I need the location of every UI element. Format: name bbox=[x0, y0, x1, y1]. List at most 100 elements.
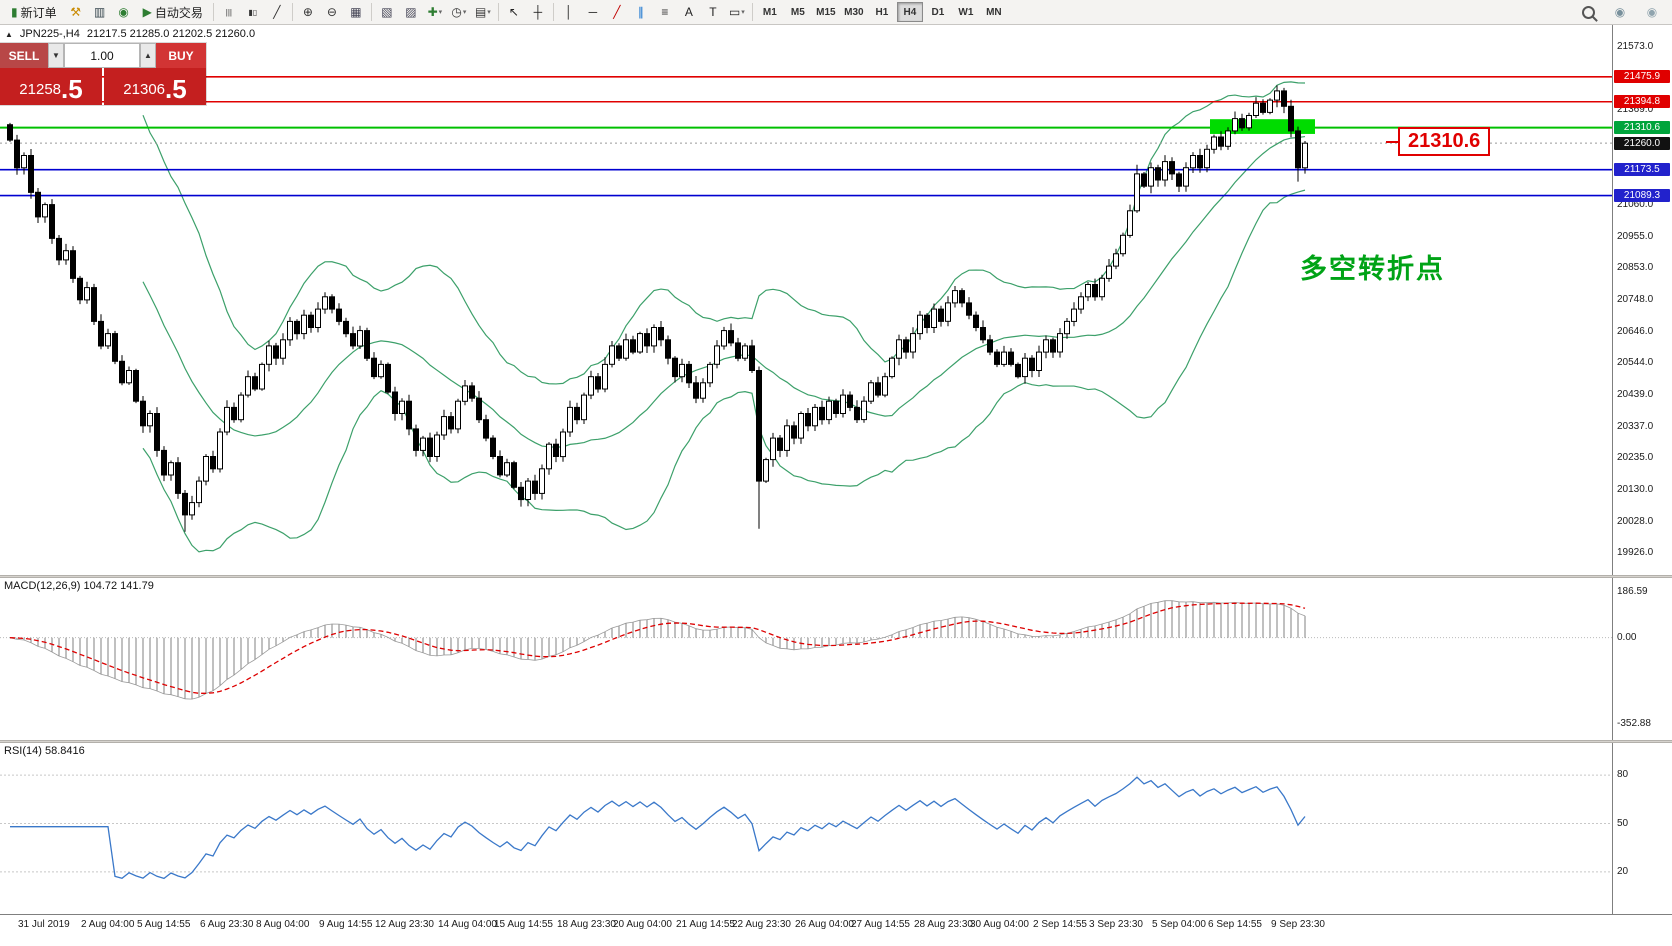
price-callout[interactable]: 21310.6 bbox=[1386, 127, 1491, 156]
macd-canvas[interactable] bbox=[0, 578, 1612, 740]
buy-price-fraction: .5 bbox=[165, 74, 187, 104]
time-tick-label: 18 Aug 23:30 bbox=[557, 919, 616, 930]
time-tick-label: 6 Aug 23:30 bbox=[200, 919, 254, 930]
price-tick-label: 20028.0 bbox=[1617, 515, 1654, 527]
volume-decrease-button[interactable]: ▼ bbox=[48, 43, 64, 68]
time-tick-label: 8 Aug 04:00 bbox=[256, 919, 310, 930]
metaeditor-icon[interactable]: ⚒ bbox=[64, 1, 88, 23]
price-tick-label: 19926.0 bbox=[1617, 547, 1654, 558]
shapes-icon: ▭ bbox=[728, 5, 741, 19]
price-axis[interactable]: 21573.0 21369.0 21060.0 20955.0 20853.0 20748… bbox=[1612, 25, 1672, 575]
candlestick-chart-icon[interactable]: ▮▯ bbox=[241, 1, 265, 23]
equidistant-channel-icon[interactable]: ∥ bbox=[629, 1, 653, 23]
zoom-in-icon[interactable]: ⊕ bbox=[296, 1, 320, 23]
timeframe-button-m30[interactable]: M30 bbox=[844, 6, 864, 18]
macd-axis: 186.59 0.00 -352.88 bbox=[1612, 578, 1672, 740]
timeframe-button-mn[interactable]: MN bbox=[986, 6, 1002, 18]
tile-windows-icon[interactable]: ▦ bbox=[344, 1, 368, 23]
new-order-button[interactable]: ▮ 新订单 bbox=[4, 1, 64, 23]
volume-increase-button[interactable]: ▲ bbox=[140, 43, 156, 68]
rsi-canvas[interactable] bbox=[0, 743, 1612, 914]
time-tick-label: 31 Jul 2019 bbox=[18, 919, 70, 930]
search-icon[interactable] bbox=[1576, 1, 1600, 23]
crosshair-icon: ┼ bbox=[533, 5, 543, 19]
price-tick-label: 20544.0 bbox=[1617, 357, 1654, 369]
price-badge-21394.8: 21394.8 bbox=[1614, 95, 1670, 109]
terminal-icon[interactable]: ▥ bbox=[88, 1, 112, 23]
time-tick-label: 21 Aug 14:55 bbox=[676, 919, 735, 930]
macd-tick-label: 186.59 bbox=[1617, 586, 1648, 597]
text-icon[interactable]: A bbox=[677, 1, 701, 23]
ohlc-values: 21217.5 21285.0 21202.5 21260.0 bbox=[86, 28, 256, 40]
toolbar: ▮ 新订单 ⚒ ▥ ◉ ▶ 自动交易 ||| ▮▯ ╱ ⊕ ⊖ ▦ ▧ ▨ ✚ ▾ ◷ ▾ ▤ ▾ ↖ ┼ │ ─ ╱ ∥ ≡ A T ▭ ▾… bbox=[0, 0, 1672, 25]
sell-button[interactable]: SELL bbox=[0, 43, 48, 68]
main-chart-panel: ▲ JPN225-,H4 21217.5 21285.0 21202.5 212… bbox=[0, 25, 1672, 575]
panel-separator[interactable] bbox=[0, 575, 1672, 578]
price-badge-21475.9: 21475.9 bbox=[1614, 70, 1670, 84]
buy-price-display[interactable]: 21306 .5 bbox=[104, 68, 206, 105]
sell-price-display[interactable]: 21258 .5 bbox=[0, 68, 102, 105]
autotrading-button[interactable]: ▶ 自动交易 bbox=[136, 1, 210, 23]
trendline-icon: ╱ bbox=[613, 5, 621, 19]
bollinger-bands bbox=[142, 81, 1306, 553]
rsi-tick-label: 50 bbox=[1617, 817, 1629, 829]
price-tick-label: 20337.0 bbox=[1617, 420, 1654, 432]
templates-icon[interactable]: ▤ ▾ bbox=[471, 1, 495, 23]
buy-button[interactable]: BUY bbox=[156, 43, 206, 68]
toolbar-separator bbox=[370, 3, 372, 21]
turning-point-annotation[interactable]: 多空转折点 bbox=[1300, 254, 1445, 284]
ohlc-bars-icon[interactable]: ||| bbox=[217, 1, 241, 23]
line-chart-icon[interactable]: ╱ bbox=[265, 1, 289, 23]
text-label-icon: T bbox=[709, 5, 717, 19]
timeframe-button-m5[interactable]: M5 bbox=[790, 6, 805, 18]
macd-tick-label: -352.88 bbox=[1617, 718, 1651, 729]
horizontal-line-icon: ─ bbox=[588, 5, 598, 19]
macd-main-line bbox=[9, 600, 1306, 700]
price-tick-label: 20130.0 bbox=[1617, 484, 1654, 496]
toolbar-separator bbox=[497, 3, 499, 21]
cursor-icon[interactable]: ↖ bbox=[502, 1, 526, 23]
crosshair-icon[interactable]: ┼ bbox=[526, 1, 550, 23]
new-order-button-label: 新订单 bbox=[20, 5, 57, 20]
timeframe-button-h1[interactable]: H1 bbox=[875, 6, 889, 18]
rsi-tick-label: 20 bbox=[1617, 865, 1629, 877]
templates-icon: ▤ bbox=[474, 5, 487, 19]
zoom-out-icon[interactable]: ⊖ bbox=[320, 1, 344, 23]
magnifier-glyph bbox=[1581, 5, 1595, 19]
autotrading-button-label: 自动交易 bbox=[154, 5, 203, 20]
zoom-in-icon: ⊕ bbox=[302, 5, 313, 19]
timeframe-button-h4[interactable]: H4 bbox=[896, 2, 923, 22]
periods-icon[interactable]: ◷ ▾ bbox=[447, 1, 471, 23]
strategy-tester-icon[interactable]: ◉ bbox=[112, 1, 136, 23]
vertical-line-icon[interactable]: │ bbox=[557, 1, 581, 23]
time-tick-label: 2 Sep 14:55 bbox=[1033, 919, 1087, 930]
callout-text: 21310.6 bbox=[1398, 127, 1491, 156]
trendline-icon[interactable]: ╱ bbox=[605, 1, 629, 23]
rsi-label: RSI(14) 58.8416 bbox=[4, 745, 85, 757]
price-chart-canvas[interactable] bbox=[0, 25, 1612, 575]
cascade-windows-icon[interactable]: ▨ bbox=[399, 1, 423, 23]
symbol-info: ▲ JPN225-,H4 21217.5 21285.0 21202.5 212… bbox=[5, 28, 255, 40]
periods-icon: ◷ bbox=[451, 5, 462, 19]
symbol-period-label: JPN225-,H4 bbox=[19, 28, 80, 40]
time-axis[interactable]: 31 Jul 2019 2 Aug 04:00 5 Aug 14:55 6 Aug 2… bbox=[0, 914, 1672, 946]
profile-icon[interactable]: ◉ bbox=[1640, 1, 1664, 23]
community-icon[interactable]: ◉ bbox=[1608, 1, 1632, 23]
text-label-icon[interactable]: T bbox=[701, 1, 725, 23]
volume-input[interactable]: 1.00 bbox=[64, 43, 140, 68]
timeframe-button-m15[interactable]: M15 bbox=[816, 6, 836, 18]
vertical-line-icon: │ bbox=[565, 5, 573, 19]
trade-panel-controls: SELL ▼ 1.00 ▲ BUY bbox=[0, 43, 206, 68]
timeframe-button-w1[interactable]: W1 bbox=[958, 6, 974, 18]
time-tick-label: 12 Aug 23:30 bbox=[375, 919, 434, 930]
fibonacci-icon[interactable]: ≡ bbox=[653, 1, 677, 23]
arrange-windows-icon[interactable]: ▧ bbox=[375, 1, 399, 23]
horizontal-line-icon[interactable]: ─ bbox=[581, 1, 605, 23]
tile-windows-icon: ▦ bbox=[350, 5, 362, 19]
indicators-icon[interactable]: ✚ ▾ bbox=[423, 1, 447, 23]
timeframe-button-m1[interactable]: M1 bbox=[762, 6, 777, 18]
macd-tick-label: 0.00 bbox=[1617, 631, 1637, 643]
panel-separator[interactable] bbox=[0, 740, 1672, 743]
timeframe-button-d1[interactable]: D1 bbox=[931, 6, 945, 18]
shapes-icon[interactable]: ▭ ▾ bbox=[725, 1, 749, 23]
